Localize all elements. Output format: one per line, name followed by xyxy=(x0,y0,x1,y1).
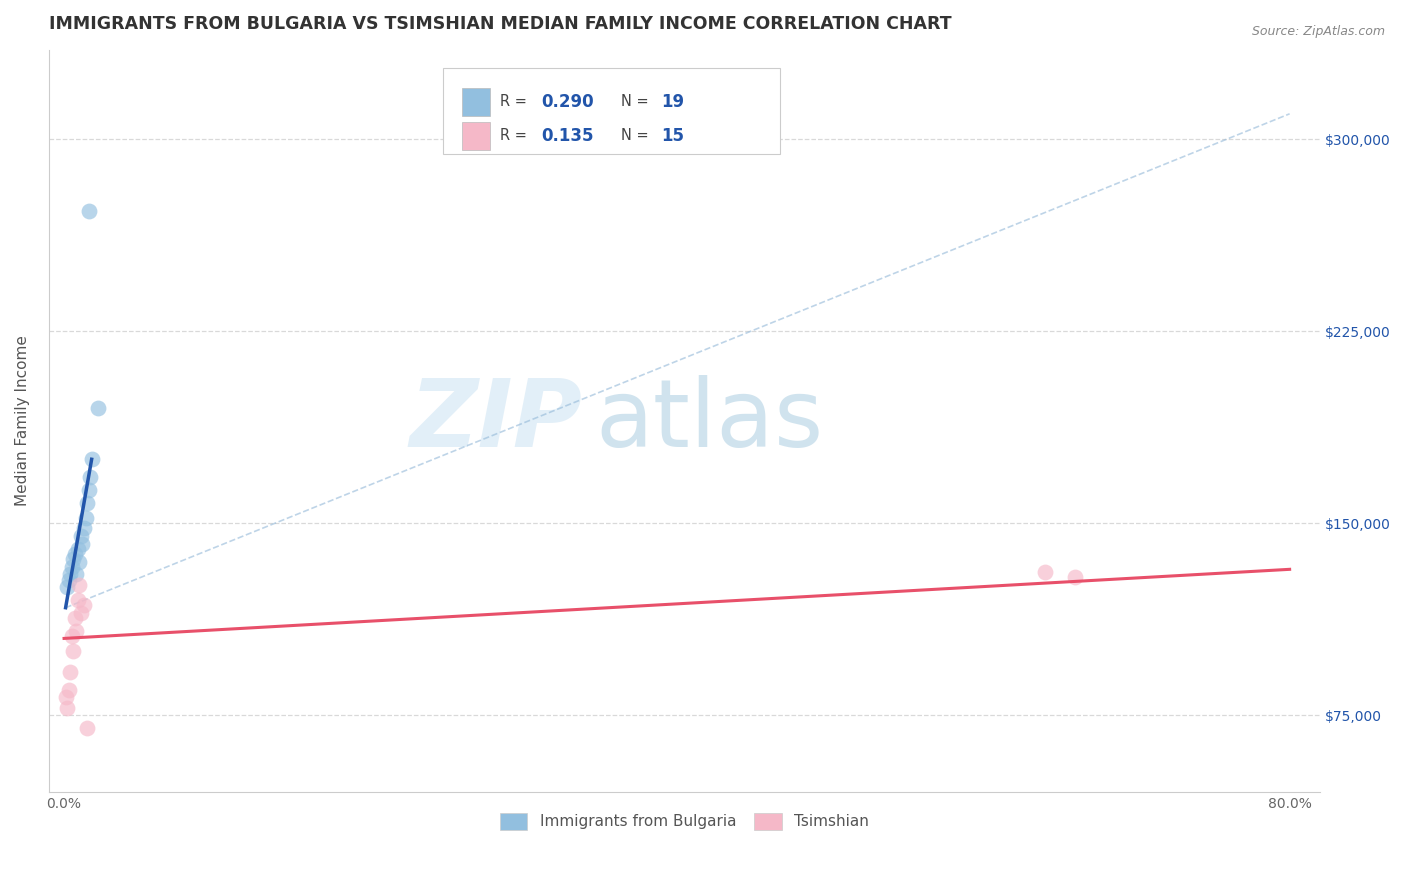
Text: 19: 19 xyxy=(662,93,685,111)
FancyBboxPatch shape xyxy=(463,122,489,150)
Text: R =: R = xyxy=(501,128,531,144)
Text: IMMIGRANTS FROM BULGARIA VS TSIMSHIAN MEDIAN FAMILY INCOME CORRELATION CHART: IMMIGRANTS FROM BULGARIA VS TSIMSHIAN ME… xyxy=(49,15,952,33)
Point xyxy=(67,555,90,569)
Point xyxy=(65,624,87,638)
Text: atlas: atlas xyxy=(596,375,824,467)
Point xyxy=(65,567,87,582)
Text: 0.135: 0.135 xyxy=(541,127,593,145)
Point xyxy=(73,598,96,612)
Point xyxy=(55,690,77,705)
Point xyxy=(56,580,79,594)
Point xyxy=(66,593,89,607)
Point xyxy=(80,452,103,467)
Text: ZIP: ZIP xyxy=(411,375,582,467)
Point xyxy=(58,682,80,697)
Point xyxy=(1064,570,1087,584)
Point xyxy=(73,521,96,535)
Point xyxy=(76,496,98,510)
Point xyxy=(77,483,100,497)
Text: N =: N = xyxy=(621,95,654,109)
Point xyxy=(67,577,90,591)
Point xyxy=(76,721,98,735)
Text: Source: ZipAtlas.com: Source: ZipAtlas.com xyxy=(1251,25,1385,38)
Point xyxy=(60,629,83,643)
Point xyxy=(59,567,82,582)
Point xyxy=(66,541,89,556)
Point xyxy=(77,204,100,219)
Point xyxy=(60,559,83,574)
Y-axis label: Median Family Income: Median Family Income xyxy=(15,335,30,507)
Point xyxy=(63,547,86,561)
Point xyxy=(79,470,101,484)
FancyBboxPatch shape xyxy=(443,69,780,153)
Point xyxy=(75,511,97,525)
Point xyxy=(56,700,79,714)
Text: 0.290: 0.290 xyxy=(541,93,593,111)
Point xyxy=(70,606,93,620)
Point xyxy=(59,665,82,679)
Text: R =: R = xyxy=(501,95,531,109)
Point xyxy=(1033,565,1056,579)
Legend: Immigrants from Bulgaria, Tsimshian: Immigrants from Bulgaria, Tsimshian xyxy=(494,806,875,837)
Text: N =: N = xyxy=(621,128,654,144)
Point xyxy=(62,644,84,658)
Point xyxy=(70,529,93,543)
Point xyxy=(63,611,86,625)
Point xyxy=(62,552,84,566)
Text: 15: 15 xyxy=(662,127,685,145)
FancyBboxPatch shape xyxy=(463,87,489,116)
Point xyxy=(87,401,110,416)
Point xyxy=(72,537,94,551)
Point xyxy=(58,573,80,587)
